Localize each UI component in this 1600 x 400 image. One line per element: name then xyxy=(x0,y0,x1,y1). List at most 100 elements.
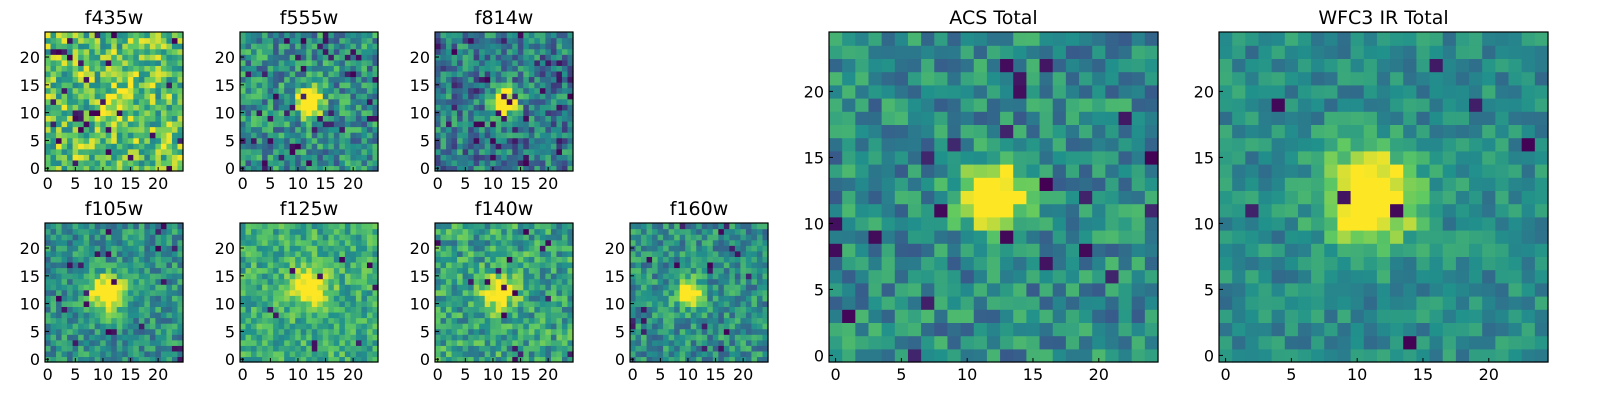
heatmap-cell xyxy=(50,165,57,172)
heatmap-cell xyxy=(657,334,664,341)
heatmap-cell xyxy=(256,126,263,133)
heatmap-cell xyxy=(479,98,486,105)
heatmap-cell xyxy=(284,250,291,257)
heatmap-cell xyxy=(251,154,258,161)
heatmap-cell xyxy=(350,278,357,285)
heatmap-cell xyxy=(567,115,574,122)
heatmap-cell xyxy=(539,54,546,61)
heatmap-cell xyxy=(701,223,708,230)
heatmap-cell xyxy=(284,261,291,269)
heatmap-cell xyxy=(528,250,535,257)
heatmap-cell xyxy=(517,228,524,235)
heatmap-cell xyxy=(256,48,263,55)
heatmap-cell xyxy=(1092,296,1106,310)
heatmap-cell xyxy=(685,267,692,274)
heatmap-cell xyxy=(273,32,280,39)
heatmap-cell xyxy=(1092,150,1106,165)
heatmap-cell xyxy=(317,43,324,50)
heatmap-cell xyxy=(339,256,346,263)
heatmap-cell xyxy=(355,339,363,346)
heatmap-cell xyxy=(317,154,324,161)
heatmap-cell xyxy=(490,109,497,116)
heatmap-cell xyxy=(1000,243,1014,257)
heatmap-cell xyxy=(138,295,145,302)
heatmap-cell xyxy=(550,65,558,72)
heatmap-cell xyxy=(462,295,469,302)
heatmap-cell xyxy=(267,148,274,155)
heatmap-cell xyxy=(350,295,357,302)
heatmap-cell xyxy=(311,59,318,66)
heatmap-cell xyxy=(512,339,519,346)
heatmap-cell xyxy=(155,43,162,50)
heatmap-cell xyxy=(361,82,368,89)
heatmap-cell xyxy=(539,267,546,274)
heatmap-cell xyxy=(723,350,730,358)
heatmap-cell xyxy=(72,120,79,128)
heatmap-cell xyxy=(986,296,1001,310)
heatmap-cell xyxy=(278,132,285,139)
heatmap-cell xyxy=(484,148,491,155)
heatmap-cell xyxy=(506,48,513,55)
heatmap-cell xyxy=(240,93,247,100)
heatmap-cell xyxy=(105,267,112,274)
heatmap-cell xyxy=(1079,309,1093,323)
heatmap-cell xyxy=(446,43,453,50)
heatmap-cell xyxy=(284,137,291,144)
heatmap-cell xyxy=(273,43,280,50)
heatmap-cell xyxy=(89,306,96,313)
heatmap-cell xyxy=(284,339,291,346)
heatmap-cell xyxy=(707,356,714,363)
heatmap-cell xyxy=(712,273,719,280)
heatmap-cell xyxy=(72,59,79,66)
heatmap-cell xyxy=(517,159,524,167)
heatmap-cell xyxy=(745,250,753,257)
heatmap-cell xyxy=(122,223,129,230)
heatmap-cell xyxy=(111,104,118,111)
heatmap-cell xyxy=(89,339,96,346)
heatmap-cell xyxy=(361,239,368,246)
heatmap-cell xyxy=(284,300,291,307)
heatmap-cell xyxy=(94,289,101,296)
heatmap-cell xyxy=(947,348,962,363)
heatmap-cell xyxy=(322,261,329,269)
heatmap-cell xyxy=(50,278,57,285)
heatmap-cell xyxy=(446,32,453,39)
heatmap-cell xyxy=(311,339,318,346)
heatmap-cell xyxy=(127,261,134,269)
heatmap-cell xyxy=(534,289,541,296)
heatmap-cell xyxy=(105,82,112,89)
heatmap-cell xyxy=(539,289,546,296)
x-tick-label: 10 xyxy=(483,365,503,384)
heatmap-cell xyxy=(635,278,642,285)
heatmap-cell xyxy=(451,295,458,302)
heatmap-cell xyxy=(144,273,151,280)
heatmap-cell xyxy=(517,109,524,116)
heatmap-cell xyxy=(289,109,296,116)
heatmap-cell xyxy=(894,322,909,337)
heatmap-cell xyxy=(122,43,129,50)
heatmap-cell xyxy=(350,143,357,150)
heatmap-cell xyxy=(322,250,329,257)
heatmap-cell xyxy=(171,234,179,241)
heatmap-cell xyxy=(1013,243,1027,257)
heatmap-cell xyxy=(539,234,546,241)
heatmap-cell xyxy=(267,278,274,285)
heatmap-cell xyxy=(100,334,107,341)
heatmap-cell xyxy=(723,250,730,257)
heatmap-cell xyxy=(317,126,324,133)
heatmap-cell xyxy=(745,350,753,358)
heatmap-cell xyxy=(1079,150,1093,165)
heatmap-cell xyxy=(473,98,480,105)
heatmap-cell xyxy=(339,289,346,296)
heatmap-cell xyxy=(567,137,574,144)
heatmap-cell xyxy=(133,256,140,263)
heatmap-cell xyxy=(550,350,558,358)
heatmap-cell xyxy=(89,317,96,324)
heatmap-cell xyxy=(122,239,129,246)
heatmap-cell xyxy=(278,43,285,50)
heatmap-cell xyxy=(67,159,74,167)
heatmap-cell xyxy=(473,328,480,335)
heatmap-cell xyxy=(1079,282,1093,297)
